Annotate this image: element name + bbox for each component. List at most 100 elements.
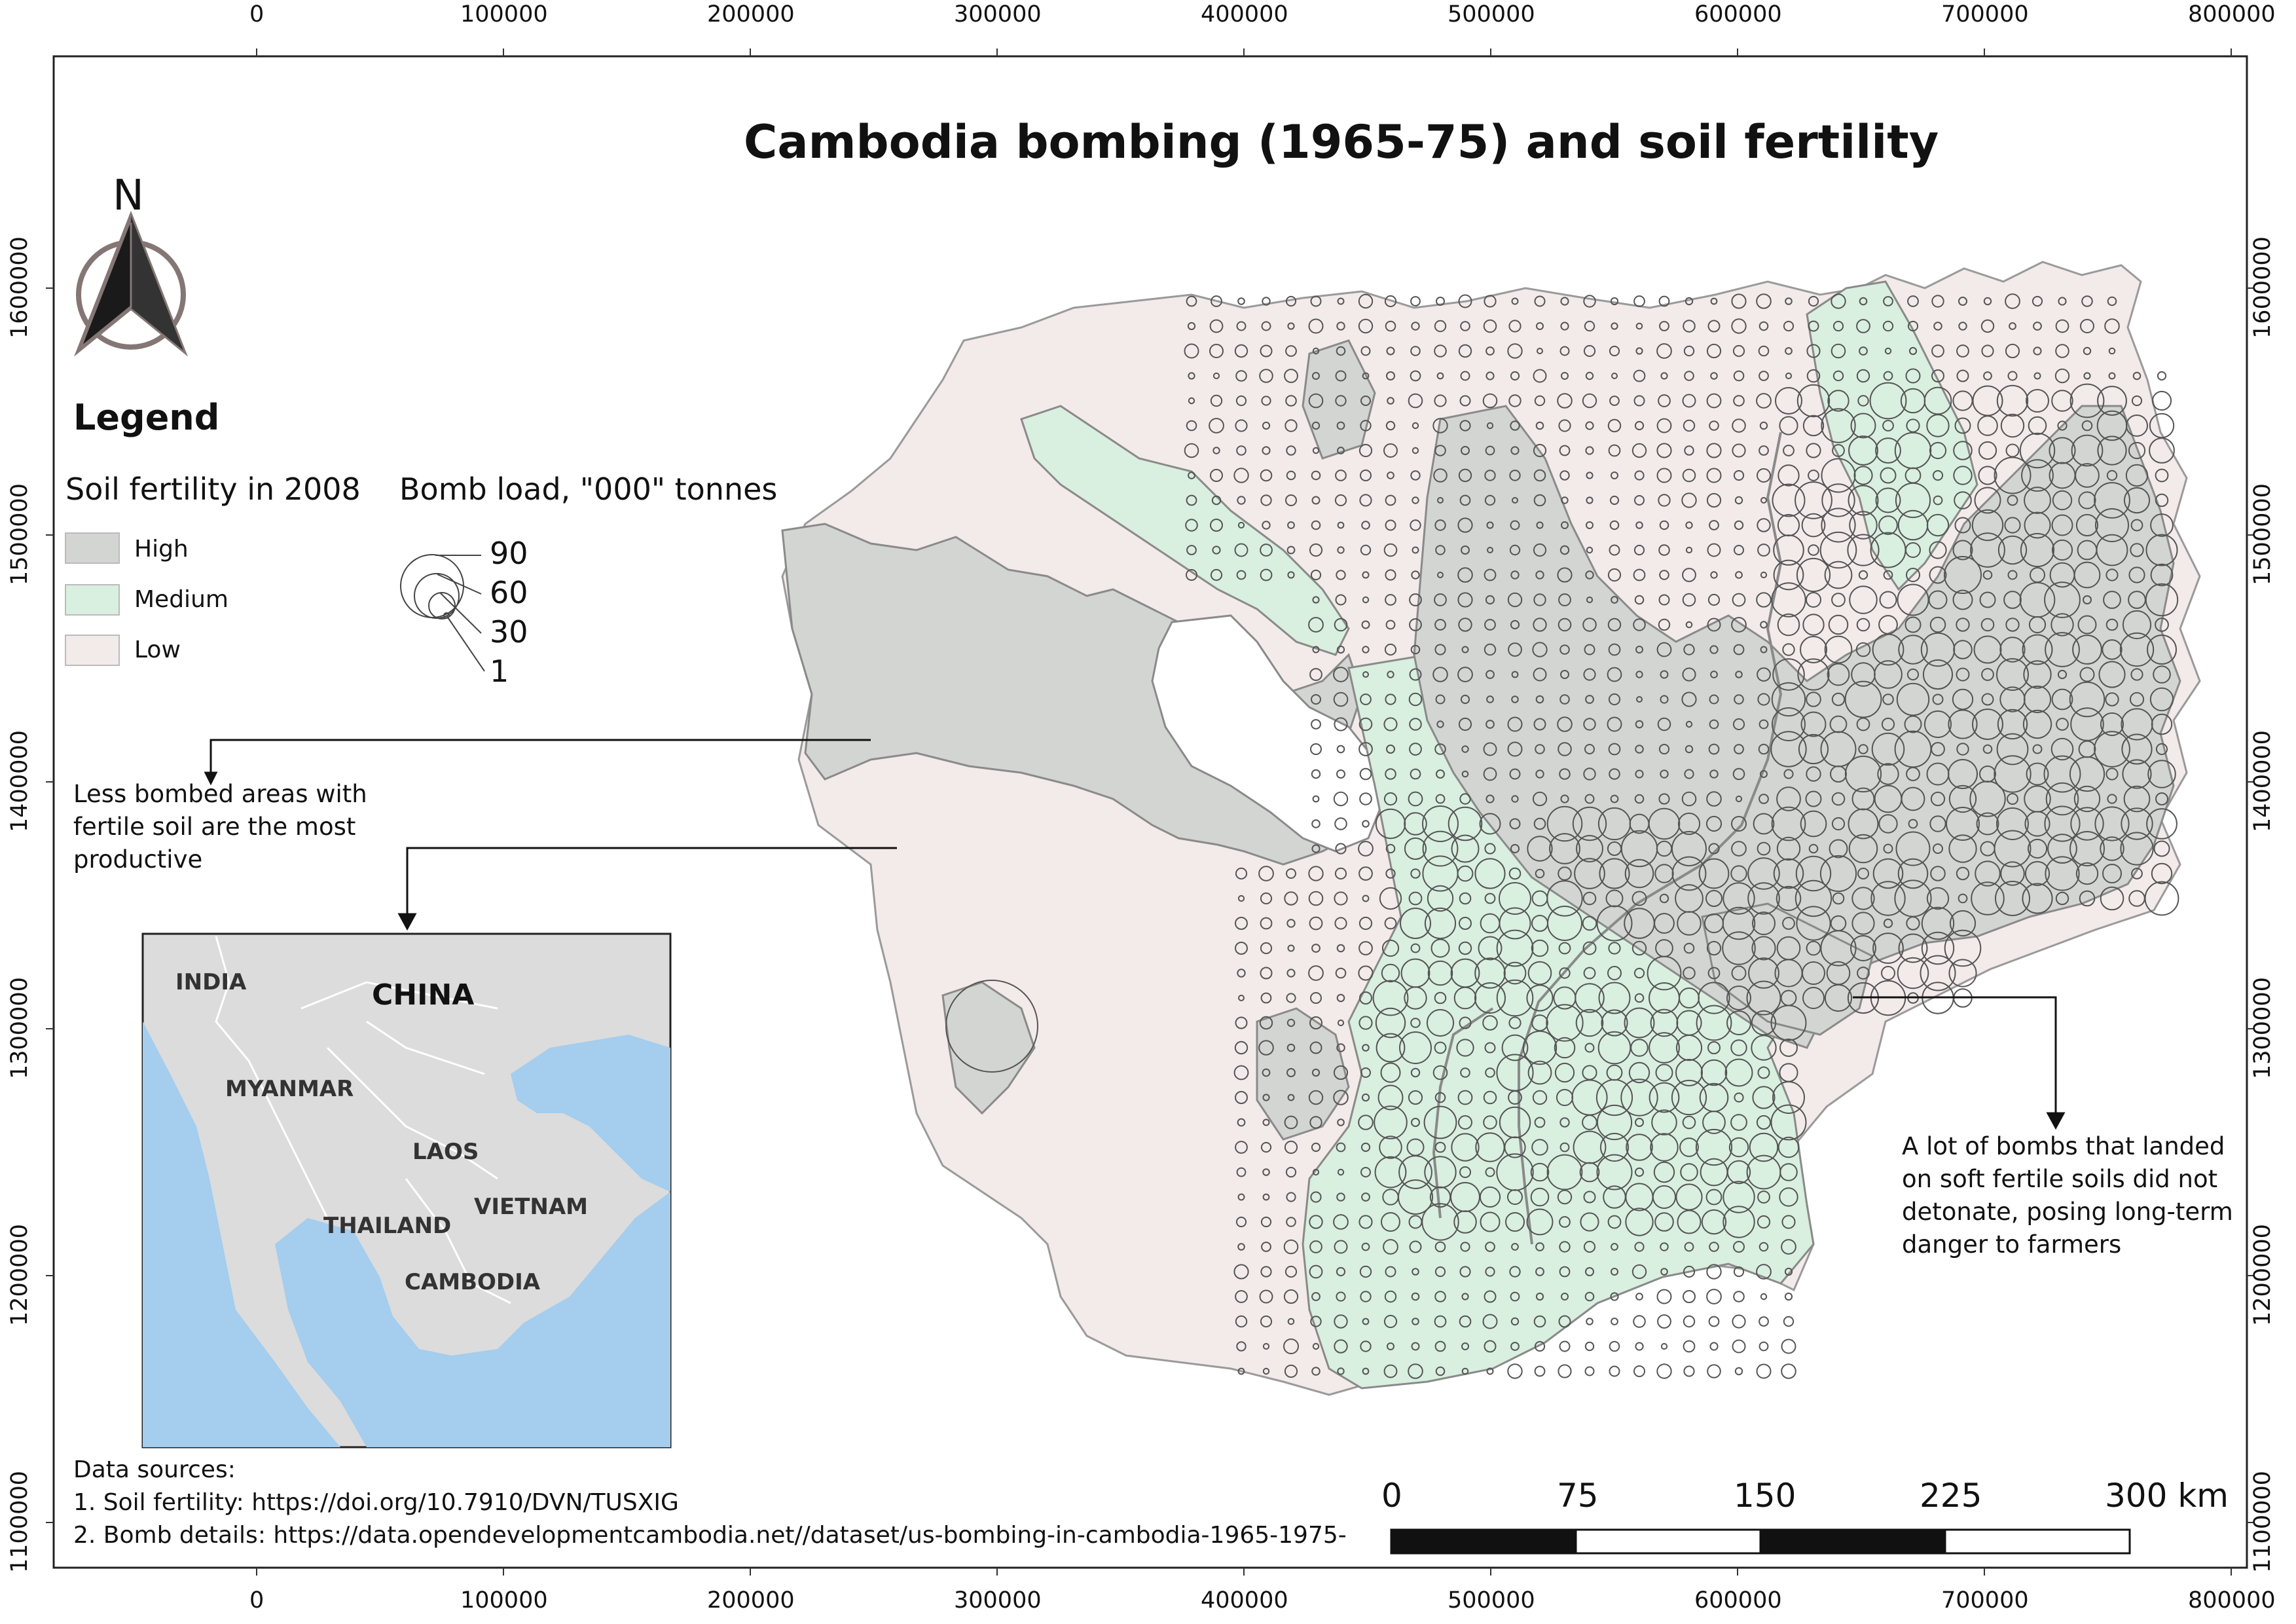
bomb-circle <box>1654 1212 1674 1232</box>
bomb-circle <box>2073 561 2101 589</box>
bomb-circle <box>1895 831 1931 866</box>
bomb-circle <box>1797 658 1830 691</box>
bomb-circle <box>1409 718 1422 731</box>
bomb-circle <box>1535 695 1544 704</box>
data-source-line-2: 2. Bomb details: https://data.opendevelo… <box>73 1522 1347 1549</box>
bomb-circle <box>1978 466 1997 485</box>
bomb-circle <box>1649 1082 1680 1113</box>
bomb-circle <box>1461 446 1470 455</box>
bomb-circle <box>1411 322 1420 331</box>
bomb-circle <box>1287 1094 1295 1101</box>
bomb-circle <box>1831 343 1846 359</box>
scale-label-75: 75 <box>1557 1477 1599 1515</box>
bomb-circle <box>1730 1039 1747 1056</box>
bomb-circle <box>1610 1292 1619 1301</box>
bomb-circle <box>1235 1016 1248 1029</box>
bomb-circle <box>1751 936 1776 961</box>
bomb-circle <box>2083 595 2092 604</box>
bomb-circle <box>1682 468 1696 483</box>
bomb-circle <box>1877 763 1899 785</box>
bomb-circle <box>1584 794 1595 804</box>
bomb-circle <box>1286 993 1296 1003</box>
bomb-circle <box>1558 1315 1571 1328</box>
bomb-circle <box>1631 891 1647 906</box>
bomb-circle <box>2069 831 2105 866</box>
bomb-circle <box>1806 592 1821 608</box>
bomb-circle <box>2045 782 2079 816</box>
inset-locator-map <box>141 932 672 1449</box>
bomb-circle <box>1496 979 1534 1017</box>
bomb-circle <box>1656 418 1672 434</box>
legend-swatch-low <box>65 635 120 666</box>
bomb-circle <box>1510 420 1520 431</box>
bomb-circle <box>1260 992 1272 1004</box>
bomb-circle <box>1707 593 1721 606</box>
bomb-circle <box>1235 867 1248 880</box>
bomb-circle <box>1733 1266 1745 1278</box>
bomb-circle <box>1982 570 1993 580</box>
bomb-circle <box>1948 759 1978 789</box>
bomb-circle <box>2078 491 2096 509</box>
bomb-circle <box>1734 496 1743 505</box>
bomb-circle <box>1533 593 1546 606</box>
bomb-circle <box>2027 838 2048 859</box>
bomb-circle <box>1771 806 1806 841</box>
bomb-circle <box>1361 1093 1370 1102</box>
bomb-circle <box>1757 1066 1770 1079</box>
bomb-circle <box>1785 372 1793 380</box>
bomb-circle <box>1752 912 1776 935</box>
bomb-circle <box>1335 843 1347 855</box>
bomb-circle <box>1983 297 1992 306</box>
bomb-circle <box>1685 297 1694 306</box>
bomb-circle <box>1410 470 1421 481</box>
north-arrow-icon <box>74 210 188 357</box>
bomb-circle <box>1372 980 1409 1016</box>
data-sources-heading: Data sources: <box>73 1456 236 1483</box>
bomb-circle <box>1683 1265 1696 1278</box>
bomb-circle <box>1734 744 1744 754</box>
bomb-circle <box>1385 868 1396 879</box>
bomb-circle <box>2071 434 2104 467</box>
bomb-circle <box>2098 661 2126 688</box>
bomb-circle <box>1459 420 1471 432</box>
bomb-circle <box>1484 470 1496 481</box>
bomb-circle <box>1560 670 1569 679</box>
bomb-circle <box>1262 1094 1270 1101</box>
bomb-circle <box>1311 1142 1321 1153</box>
bomb-circle <box>2023 660 2052 689</box>
bomb-circle <box>1821 507 1856 543</box>
bomb-circle <box>2058 297 2067 306</box>
bomb-circle <box>1977 415 1998 436</box>
bomb-circle <box>1682 667 1696 682</box>
bomb-circle <box>1722 931 1756 965</box>
bomb-circle <box>1312 646 1320 654</box>
x-axis-tick-label: 800000 <box>2188 1 2276 28</box>
bomb-circle <box>1509 470 1521 481</box>
bomb-circle <box>1772 483 1806 517</box>
bomb-circle <box>2044 805 2081 842</box>
bomb-circle <box>1312 447 1320 454</box>
bomb-circle <box>1706 393 1722 409</box>
bomb-circle <box>1310 569 1322 581</box>
bomb-circle <box>1994 456 2032 494</box>
bomb-circle <box>1771 682 1806 717</box>
bomb-circle <box>1824 635 1853 664</box>
bomb-circle <box>1684 1242 1694 1252</box>
bomb-circle <box>1554 1037 1576 1059</box>
bomb-circle <box>1260 1216 1272 1228</box>
bomb-circle <box>1559 1117 1570 1128</box>
bomb-circle <box>1656 343 1672 359</box>
bomb-circle <box>1412 1268 1419 1276</box>
bomb-circle <box>1459 1016 1472 1029</box>
bomb-circle <box>1783 320 1795 332</box>
bomb-circle <box>1434 1340 1446 1352</box>
bomb-circle <box>1921 931 1955 965</box>
bomb-circle <box>1237 1243 1245 1251</box>
bomb-circle <box>1511 671 1519 678</box>
bomb-circle <box>1410 1018 1421 1028</box>
bomb-circle <box>1609 520 1620 530</box>
bomb-circle <box>1757 544 1770 557</box>
bomb-circle <box>1732 418 1746 433</box>
y-tick-marks <box>46 287 2255 1523</box>
bomb-circle <box>1631 1264 1647 1280</box>
